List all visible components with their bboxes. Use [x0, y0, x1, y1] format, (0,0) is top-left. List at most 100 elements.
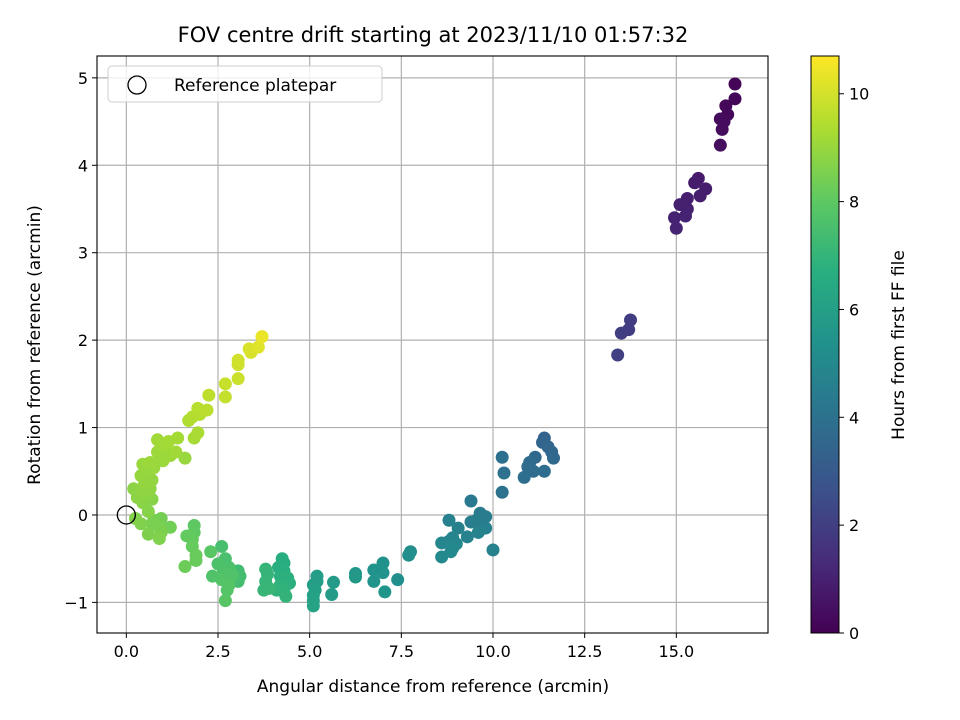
reference-marker-layer — [116, 505, 136, 525]
y-tick-label: 4 — [78, 156, 88, 175]
scatter-point — [178, 451, 192, 465]
scatter-point — [200, 403, 214, 417]
scatter-point — [367, 563, 381, 577]
scatter-point — [442, 513, 456, 527]
scatter-point — [218, 377, 232, 391]
reference-platepar-marker — [116, 505, 136, 525]
scatter-point — [451, 521, 465, 535]
colorbar-tick-label: 0 — [849, 624, 859, 643]
y-tick-label: 1 — [78, 419, 88, 438]
scatter-point — [255, 330, 269, 344]
x-tick-label: 10.0 — [475, 642, 511, 661]
colorbar-label: Hours from first FF file — [889, 250, 909, 440]
x-axis-label: Angular distance from reference (arcmin) — [257, 677, 609, 697]
scatter-point — [231, 353, 245, 367]
scatter-point — [171, 431, 185, 445]
scatter-point — [220, 583, 234, 597]
scatter-point — [257, 583, 271, 597]
scatter-point — [497, 466, 511, 480]
scatter-point — [189, 553, 203, 567]
x-axis-ticks: 0.0 2.5 5.0 7.5 10.0 12.5 15.0 — [114, 633, 695, 661]
scatter-point — [464, 494, 478, 508]
x-tick-label: 2.5 — [205, 642, 230, 661]
y-axis-label: Rotation from reference (arcmin) — [25, 205, 45, 485]
scatter-point — [376, 556, 390, 570]
scatter-point — [151, 433, 164, 447]
scatter-point — [191, 426, 205, 440]
scatter-point — [435, 550, 449, 564]
scatter-point — [218, 390, 232, 404]
scatter-point — [547, 451, 560, 465]
scatter-point — [327, 575, 340, 589]
y-tick-label: −1 — [64, 593, 88, 612]
colorbar: 0 2 4 6 8 10 Hours from first FF file — [810, 55, 909, 643]
x-tick-label: 0.0 — [114, 642, 139, 661]
scatter-point — [460, 530, 474, 544]
scatter-point — [391, 573, 405, 587]
x-tick-label: 5.0 — [297, 642, 322, 661]
colorbar-ticks: 0 2 4 6 8 10 — [839, 85, 869, 643]
colorbar-tick-label: 4 — [849, 408, 859, 427]
scatter-point — [231, 372, 245, 386]
scatter-point — [624, 313, 637, 327]
scatter-point — [611, 348, 625, 362]
scatter-point — [226, 567, 240, 581]
scatter-point — [495, 450, 509, 464]
legend: Reference platepar — [107, 65, 383, 103]
x-tick-label: 15.0 — [659, 642, 695, 661]
scatter-point — [537, 464, 551, 478]
scatter-point — [306, 599, 320, 613]
y-tick-label: 5 — [78, 69, 88, 88]
scatter-point — [614, 326, 628, 340]
y-tick-label: 3 — [78, 244, 88, 263]
grid — [97, 56, 768, 633]
scatter-point — [435, 536, 449, 550]
scatter-point — [215, 539, 229, 553]
chart-title: FOV centre drift starting at 2023/11/10 … — [178, 23, 689, 47]
colorbar-gradient — [810, 55, 840, 634]
scatter-point — [526, 464, 540, 478]
scatter-point — [715, 122, 729, 136]
scatter-point — [669, 221, 683, 235]
scatter-point — [728, 92, 742, 106]
colorbar-tick-label: 2 — [849, 516, 859, 535]
scatter-point — [169, 445, 183, 459]
scatter-point — [367, 574, 381, 588]
scatter-point — [349, 570, 362, 584]
legend-label: Reference platepar — [174, 76, 336, 96]
scatter-point — [141, 527, 155, 541]
scatter-point — [679, 209, 692, 223]
scatter-point — [668, 211, 681, 225]
legend-marker — [127, 75, 147, 95]
plot-frame — [96, 55, 769, 634]
scatter-point — [218, 594, 232, 608]
scatter-point — [204, 545, 218, 559]
scatter-point — [251, 340, 265, 354]
scatter-point — [178, 560, 192, 574]
scatter-point — [152, 532, 166, 546]
x-tick-label: 7.5 — [389, 642, 414, 661]
scatter-point — [325, 588, 339, 602]
scatter-point — [713, 138, 727, 152]
scatter-point — [279, 589, 293, 603]
colorbar-tick-label: 10 — [849, 85, 869, 104]
scatter-point — [378, 585, 392, 599]
scatter-point — [202, 388, 216, 402]
y-tick-label: 0 — [78, 506, 88, 525]
scatter-point — [517, 470, 531, 484]
scatter-point — [486, 543, 500, 557]
scatter-point — [402, 548, 416, 562]
scatter-point — [495, 485, 509, 499]
x-tick-label: 12.5 — [567, 642, 603, 661]
scatter-point — [464, 515, 478, 529]
scatter-point — [728, 77, 742, 91]
y-axis-ticks: −1 0 1 2 3 4 5 — [64, 69, 97, 612]
legend-box — [107, 65, 383, 103]
colorbar-tick-label: 6 — [849, 300, 859, 319]
scatter-point — [688, 176, 702, 190]
y-tick-label: 2 — [78, 331, 88, 350]
colorbar-tick-label: 8 — [849, 193, 859, 212]
scatter-point — [471, 525, 485, 539]
scatter-point — [693, 189, 707, 203]
